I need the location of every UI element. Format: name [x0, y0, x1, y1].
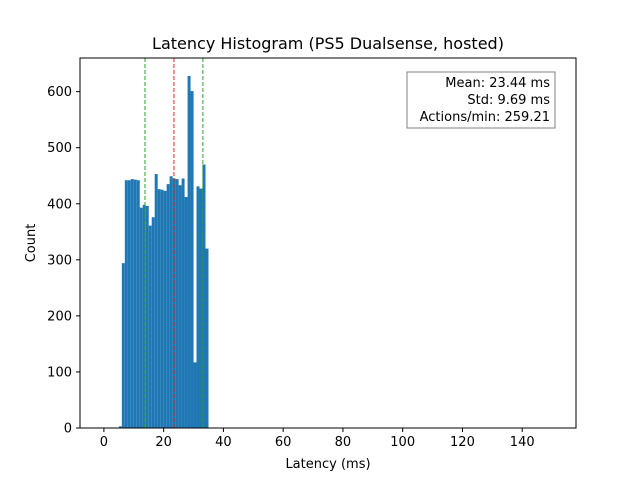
x-tick-label-100: 100	[390, 435, 415, 450]
histogram-bar-11	[151, 217, 155, 428]
histogram-bar-1	[121, 263, 125, 428]
x-tick-label-80: 80	[335, 435, 352, 450]
stats-actions-per-min-text: Actions/min: 259.21	[420, 110, 550, 125]
histogram-bar-9	[145, 206, 149, 428]
histogram-bar-24	[190, 91, 194, 429]
histogram-bar-25	[193, 362, 197, 428]
histogram-bar-4	[130, 179, 134, 428]
y-tick-label-200: 200	[47, 309, 72, 324]
histogram-bar-26	[196, 186, 200, 428]
y-tick-label-600: 600	[47, 85, 72, 100]
stats-box-frame	[406, 71, 556, 129]
histogram-bar-16	[166, 184, 170, 428]
plot-frame	[79, 57, 577, 429]
x-tick-label-0: 0	[100, 435, 108, 450]
stats-mean-text: Mean: 23.44 ms	[445, 76, 550, 91]
y-axis-ticks: 0 100 200 300 400 500 600	[47, 85, 80, 437]
x-axis-ticks: 0 20 40 60 80 100 120 140	[100, 428, 535, 450]
stats-std-text: Std: 9.69 ms	[467, 93, 550, 108]
y-tick-label-0: 0	[64, 422, 72, 437]
histogram-bar-8	[142, 204, 146, 428]
x-tick-label-120: 120	[450, 435, 475, 450]
histogram-bar-19	[175, 179, 179, 428]
histogram-bar-27	[199, 188, 203, 428]
histogram-bar-28	[202, 164, 206, 429]
histogram-bars	[118, 75, 209, 429]
histogram-bar-12	[154, 174, 158, 428]
histogram-bar-29	[205, 248, 209, 428]
histogram-bar-21	[181, 178, 185, 428]
chart-title: Latency Histogram (PS5 Dualsense, hosted…	[152, 34, 504, 53]
histogram-bar-2	[124, 180, 128, 428]
histogram-bar-5	[133, 179, 137, 428]
histogram-bar-23	[187, 75, 191, 428]
y-axis-title: Count	[24, 224, 39, 263]
x-tick-label-140: 140	[510, 435, 535, 450]
histogram-bar-0	[118, 426, 122, 428]
y-tick-label-500: 500	[47, 141, 72, 156]
histogram-bar-6	[136, 180, 140, 428]
y-tick-label-400: 400	[47, 197, 72, 212]
x-axis-title: Latency (ms)	[285, 457, 370, 472]
histogram-bar-13	[157, 189, 161, 428]
histogram-bar-18	[172, 178, 176, 428]
x-tick-label-60: 60	[275, 435, 292, 450]
histogram-bar-3	[127, 180, 131, 428]
reference-lines	[144, 58, 204, 428]
stats-annotation-box: Mean: 23.44 ms Std: 9.69 ms Actions/min:…	[406, 71, 556, 129]
histogram-bar-10	[148, 225, 152, 428]
histogram-bar-7	[139, 207, 143, 428]
y-tick-label-300: 300	[47, 253, 72, 268]
x-tick-label-20: 20	[155, 435, 172, 450]
y-tick-label-100: 100	[47, 365, 72, 380]
histogram-bar-22	[184, 197, 188, 428]
x-tick-label-40: 40	[215, 435, 232, 450]
histogram-bar-15	[163, 190, 167, 428]
histogram-bar-14	[160, 189, 164, 428]
histogram-bar-20	[178, 185, 182, 428]
histogram-bar-17	[169, 176, 173, 428]
